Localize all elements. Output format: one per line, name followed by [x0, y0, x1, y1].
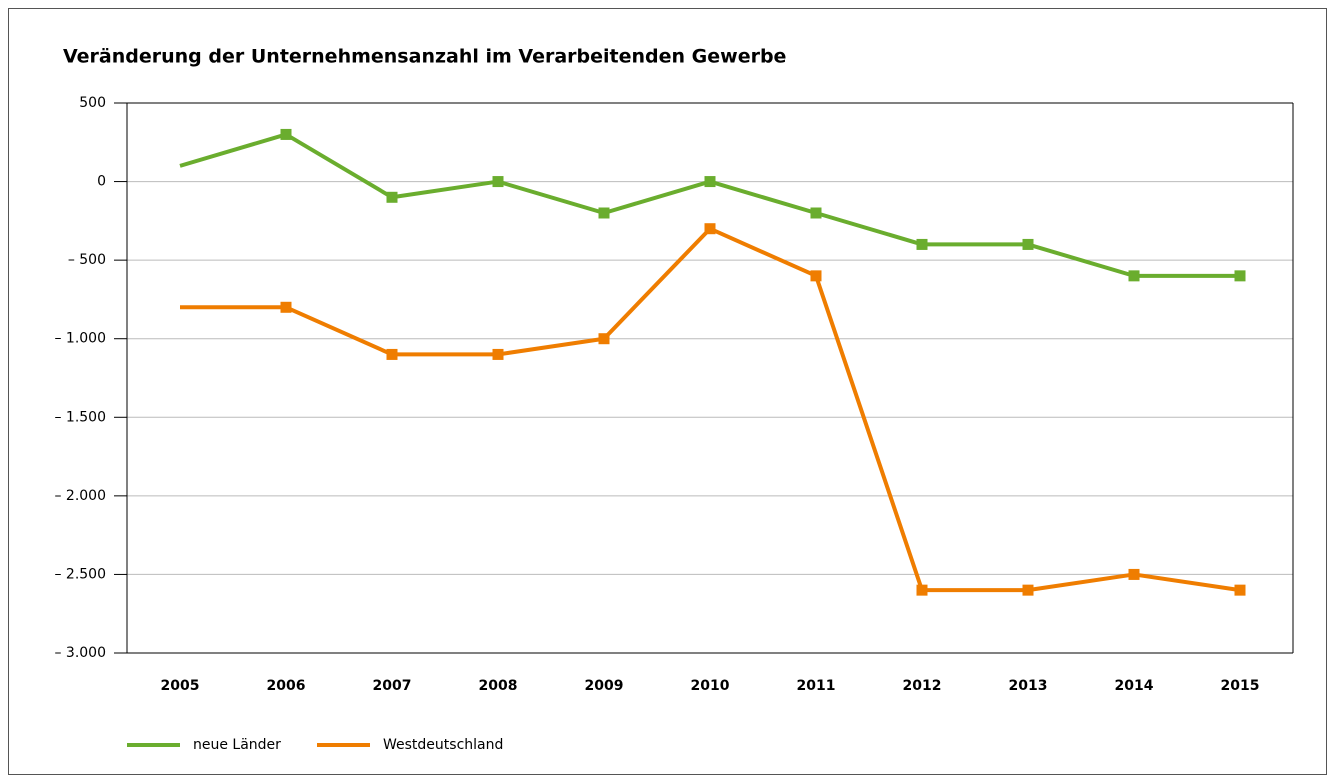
point	[598, 207, 610, 219]
point	[492, 176, 504, 188]
y-tick-label: – 2.500	[54, 566, 106, 582]
frame	[8, 8, 1327, 775]
y-tick-label: 500	[79, 95, 106, 111]
y-tick-label: – 1.500	[54, 409, 106, 425]
point	[280, 301, 292, 313]
point	[1234, 584, 1246, 596]
x-tick-label: 2015	[1221, 678, 1260, 694]
point	[810, 270, 822, 282]
x-tick-label: 2009	[585, 678, 624, 694]
point	[386, 348, 398, 360]
point	[1234, 270, 1246, 282]
point	[598, 333, 610, 345]
x-tick-label: 2008	[479, 678, 518, 694]
legend-label: neue Länder	[193, 737, 281, 753]
x-tick-label: 2014	[1115, 678, 1154, 694]
point	[704, 176, 716, 188]
x-tick-label: 2010	[691, 678, 730, 694]
x-tick-label: 2011	[797, 678, 836, 694]
legend-label: Westdeutschland	[383, 737, 503, 753]
point	[1022, 584, 1034, 596]
point	[916, 584, 928, 596]
y-tick-label: – 500	[68, 252, 106, 268]
point	[386, 191, 398, 203]
chart-title: Veränderung der Unternehmensanzahl im Ve…	[63, 46, 786, 68]
y-tick-label: – 1.000	[54, 331, 106, 347]
point	[810, 207, 822, 219]
point	[1022, 238, 1034, 250]
point	[1128, 568, 1140, 580]
point	[492, 348, 504, 360]
point	[1128, 270, 1140, 282]
point	[916, 238, 928, 250]
point	[704, 223, 716, 235]
y-tick-label: 0	[97, 174, 106, 190]
y-tick-label: – 3.000	[54, 645, 106, 661]
y-tick-label: – 2.000	[54, 488, 106, 504]
x-tick-label: 2007	[373, 678, 412, 694]
x-tick-label: 2012	[903, 678, 942, 694]
x-tick-label: 2006	[267, 678, 306, 694]
x-tick-label: 2005	[161, 678, 200, 694]
point	[280, 128, 292, 140]
x-tick-label: 2013	[1009, 678, 1048, 694]
